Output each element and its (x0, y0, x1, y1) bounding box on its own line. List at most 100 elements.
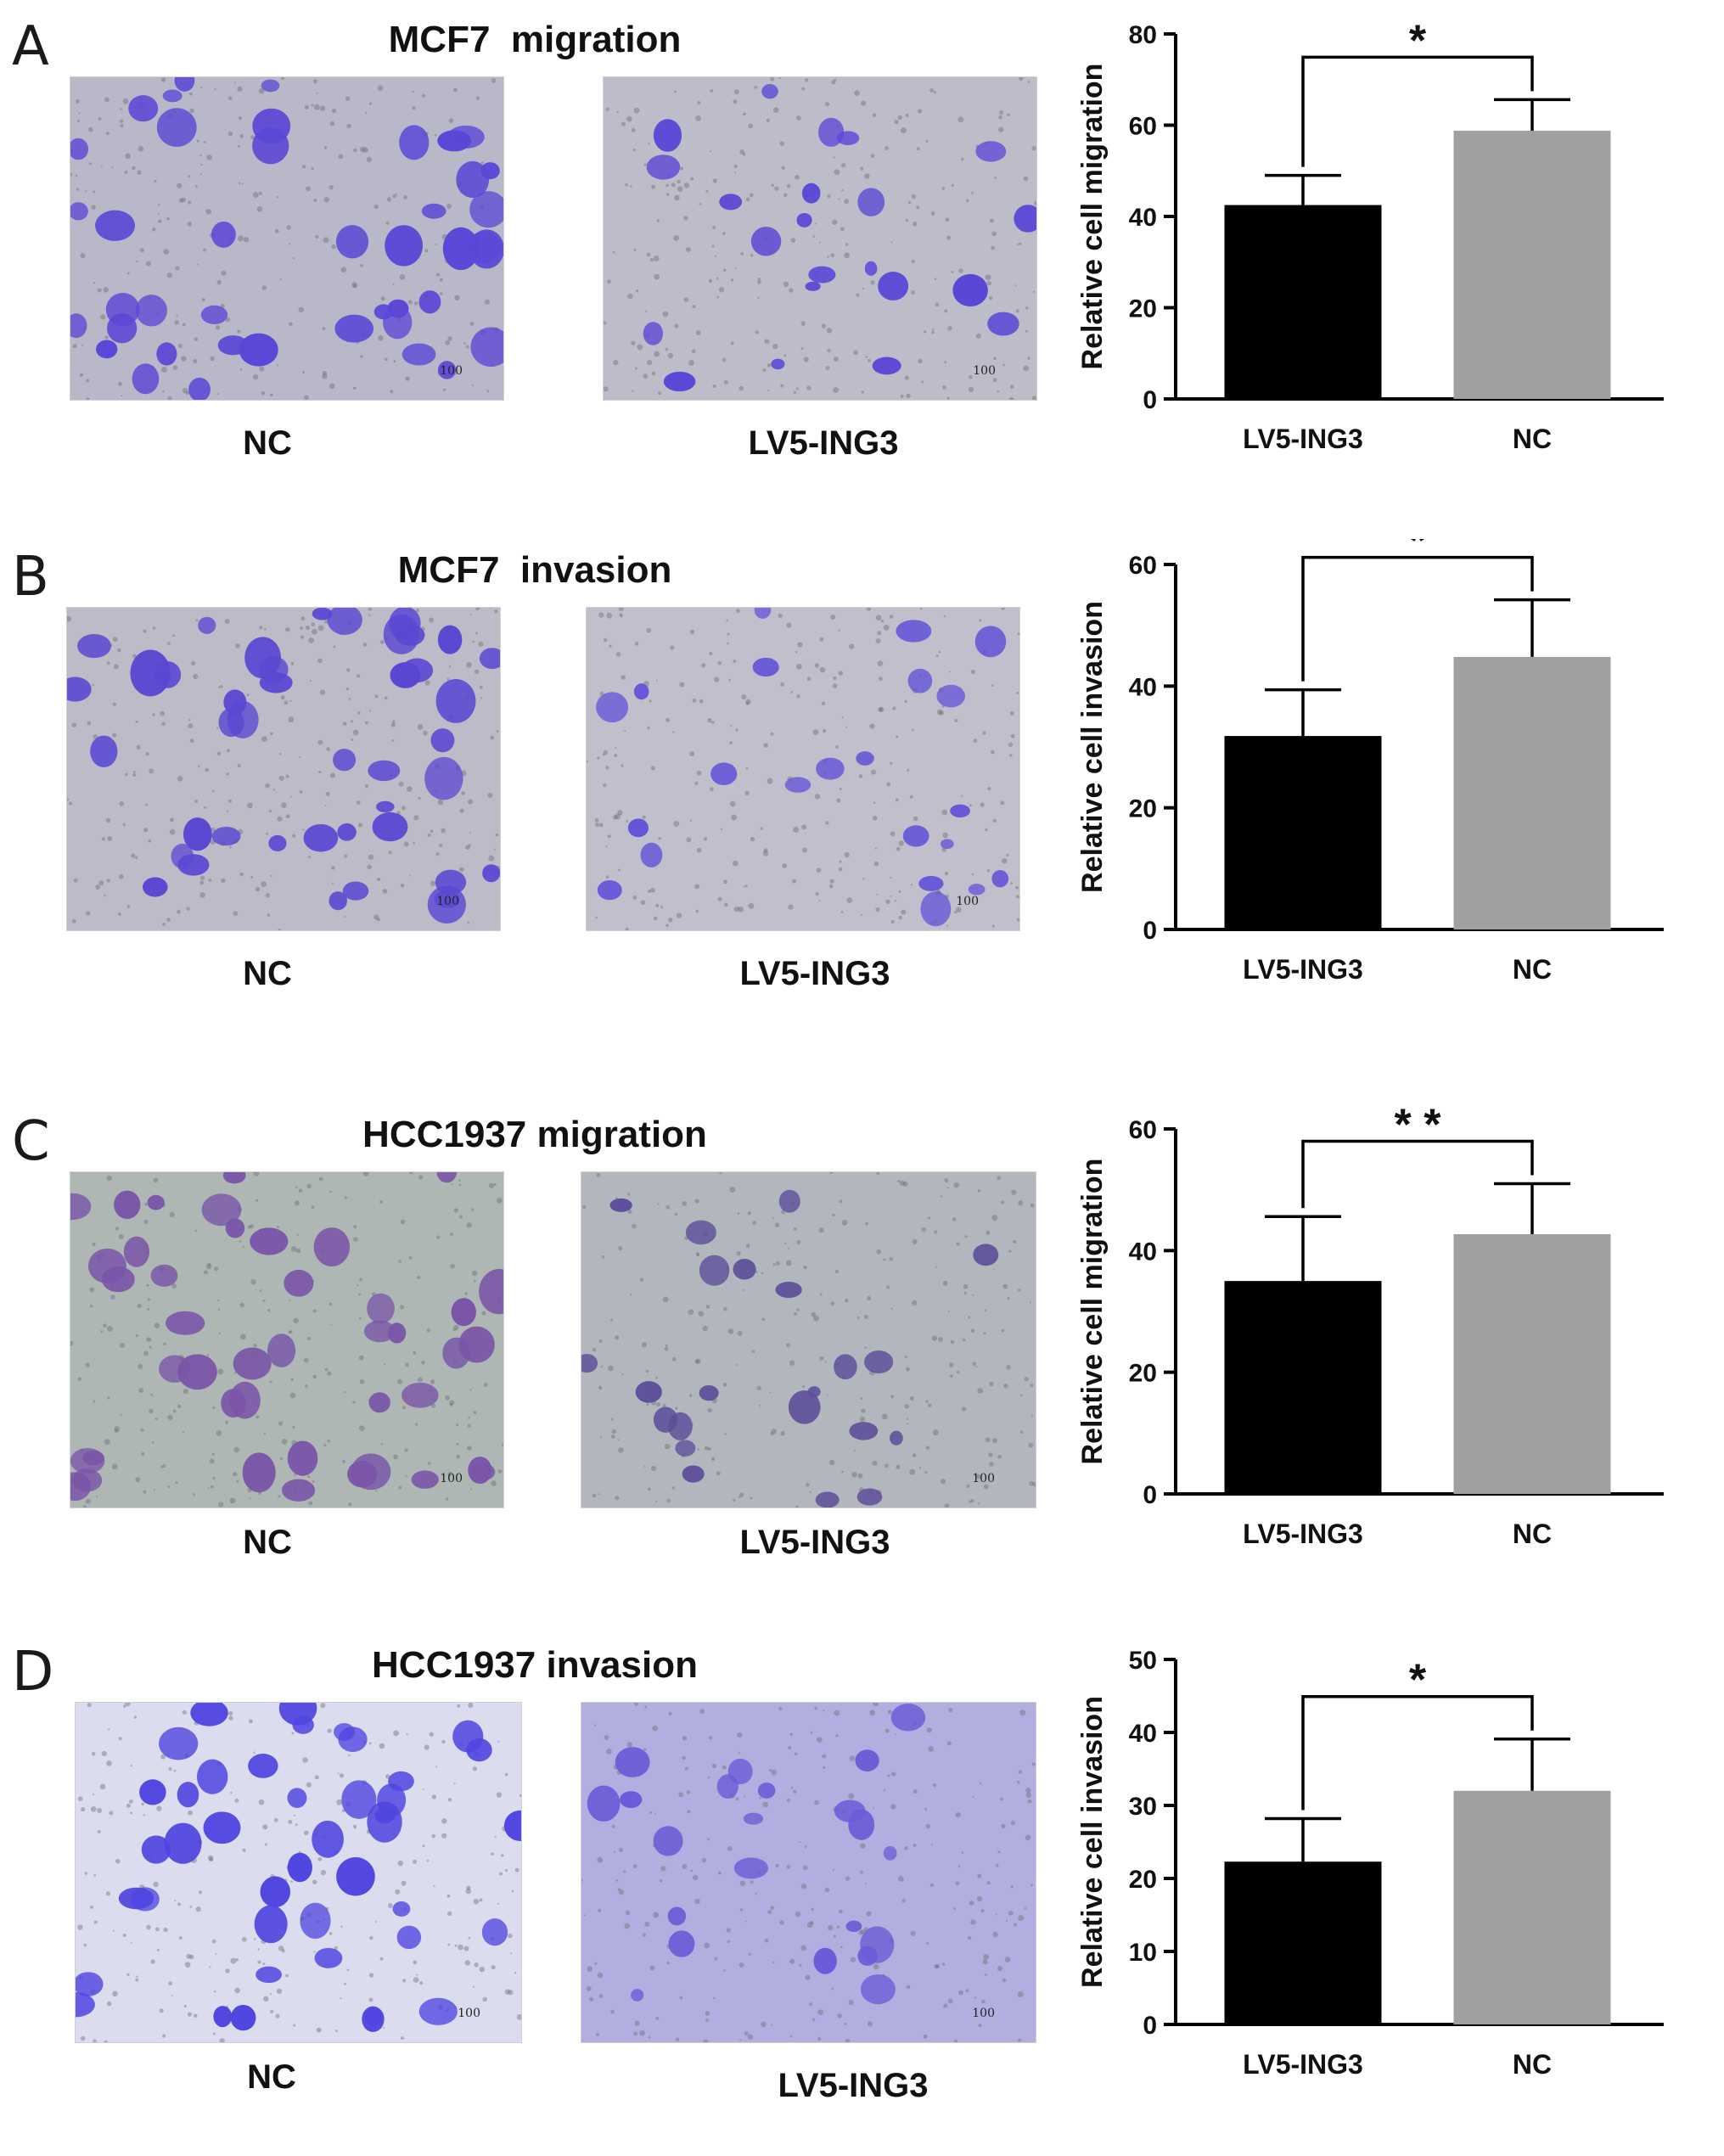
stained-cell (396, 1925, 422, 1950)
scale-label: 100 (458, 2007, 480, 2020)
stained-cell (435, 869, 467, 896)
stained-cell (837, 131, 860, 146)
stained-cell (856, 1488, 883, 1506)
y-tick-label: 40 (1129, 673, 1157, 701)
stained-cell (123, 1236, 150, 1267)
stained-cell (287, 1440, 318, 1476)
stained-cell (71, 1468, 103, 1492)
stained-cell (312, 1820, 344, 1858)
y-tick-label: 0 (1143, 386, 1157, 414)
stained-cell (950, 804, 971, 818)
stained-cell (451, 1298, 476, 1327)
stained-cell (615, 1747, 650, 1777)
stained-cell (196, 1759, 228, 1794)
stained-cell (165, 1311, 205, 1335)
micrograph-nc: 100 (66, 607, 501, 931)
significance-marker: * (1409, 539, 1427, 566)
stained-cell (699, 1255, 730, 1286)
stained-cell (761, 84, 778, 99)
stained-cell (362, 2006, 385, 2032)
stained-cell (808, 266, 836, 284)
x-tick-label: NC (1513, 1519, 1552, 1549)
scale-label: 100 (436, 895, 459, 908)
stained-cell (368, 1392, 390, 1413)
x-tick-label: LV5-ING3 (1243, 954, 1363, 985)
micrograph-nc: 100 (70, 76, 504, 401)
stained-cell (77, 633, 111, 659)
y-tick-label: 20 (1129, 295, 1157, 323)
stained-cell (480, 162, 500, 180)
scale-label: 100 (440, 364, 463, 378)
bar (1453, 1790, 1611, 2024)
stained-cell (143, 877, 168, 897)
stained-cell (436, 1172, 458, 1183)
stained-cell (164, 1822, 202, 1864)
stained-cell (230, 2005, 256, 2031)
stained-cell (633, 683, 649, 700)
stained-cell (481, 1918, 508, 1946)
bar (1224, 205, 1382, 399)
chart-svg: 0 20 40 60 Relative cell migration LV5-ING3 NC… (1076, 1101, 1664, 1549)
stained-cell (685, 1220, 716, 1245)
stained-cell (211, 827, 241, 846)
stained-cell (213, 2006, 233, 2028)
stained-cell (418, 290, 441, 314)
stained-cell (424, 756, 463, 800)
stained-cell (367, 1293, 395, 1324)
stained-cell (815, 1491, 840, 1508)
stained-cell (968, 884, 986, 896)
micrograph-texture (76, 1703, 521, 2042)
significance-marker: * (1409, 1656, 1427, 1705)
scale-label: 100 (440, 1472, 463, 1485)
stained-cell (252, 108, 291, 144)
y-axis-label: Relative cell invasion (1076, 1696, 1109, 1988)
stained-cell (222, 1172, 246, 1184)
image-label-lv5-ing3: LV5-ING3 (739, 1524, 890, 1561)
image-label-lv5-ing3: LV5-ING3 (739, 955, 890, 992)
stained-cell (975, 141, 1007, 162)
stained-cell (139, 1779, 166, 1805)
stained-cell (392, 1901, 411, 1917)
stained-cell (334, 314, 374, 343)
stained-cell (418, 1997, 458, 2025)
stained-cell (76, 1972, 104, 1996)
y-tick-label: 60 (1129, 552, 1157, 580)
debris-dots (70, 77, 500, 400)
stained-cell (395, 624, 425, 646)
stained-cells (70, 77, 503, 400)
stained-cell (845, 1920, 862, 1933)
stained-cell (752, 657, 779, 677)
micrograph-lv5-ing3: 100 (586, 607, 1020, 931)
stained-cell (864, 1350, 894, 1374)
stained-cell (479, 1269, 503, 1315)
stained-cell (367, 1801, 402, 1843)
stained-cell (784, 777, 811, 793)
stained-cell (256, 1966, 282, 1984)
stained-cell (771, 358, 785, 370)
stained-cells (70, 1172, 503, 1502)
stained-cell (387, 1322, 407, 1344)
stained-cell (239, 333, 278, 367)
stained-cell (653, 119, 682, 152)
stained-cell (437, 361, 457, 379)
stained-cell (198, 616, 216, 634)
stained-cell (754, 608, 772, 619)
stained-cell (860, 1926, 895, 1963)
stained-cell (757, 1783, 776, 1799)
stained-cell (261, 79, 280, 93)
stained-cell (87, 1248, 126, 1283)
x-tick-label: NC (1513, 2049, 1552, 2080)
stained-cell (469, 1463, 496, 1481)
y-tick-label: 60 (1129, 1116, 1157, 1144)
stained-cell (335, 225, 369, 259)
y-tick-label: 10 (1129, 1939, 1157, 1967)
stained-cell (973, 1244, 999, 1266)
bar-chart: 0 20 40 60 Relative cell invasion LV5-ING3 NC * (1070, 517, 1698, 1019)
stained-cell (902, 825, 929, 847)
y-tick-label: 20 (1129, 795, 1157, 823)
stained-cell (848, 1809, 875, 1840)
stained-cell (159, 1355, 191, 1383)
stained-cell (864, 261, 878, 276)
stained-cell (470, 327, 503, 368)
stained-cell (646, 154, 681, 180)
